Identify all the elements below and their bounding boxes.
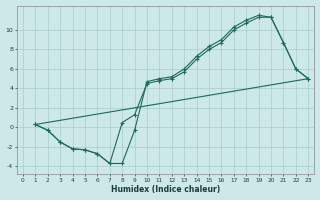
X-axis label: Humidex (Indice chaleur): Humidex (Indice chaleur) <box>111 185 220 194</box>
